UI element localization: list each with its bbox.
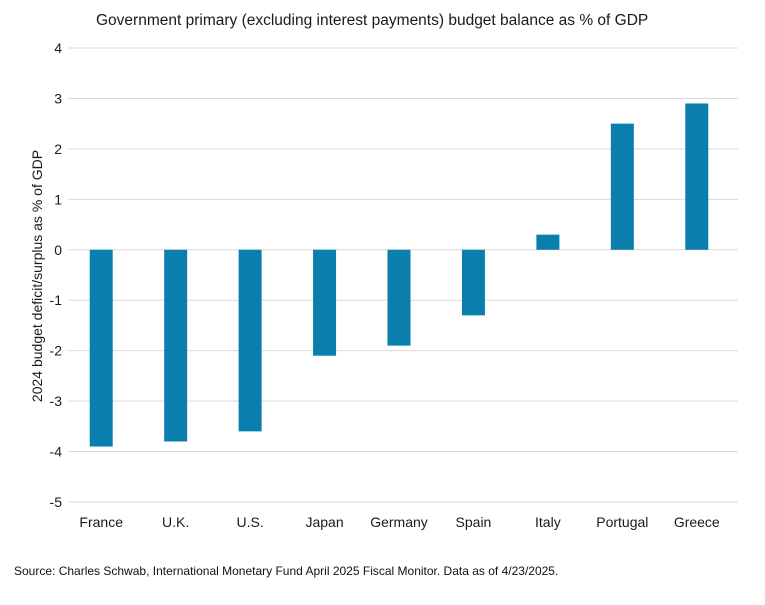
- y-tick-label: 3: [54, 90, 62, 106]
- y-tick-label: -4: [50, 444, 63, 460]
- chart-title: Government primary (excluding interest p…: [96, 12, 649, 29]
- x-tick-label: Japan: [305, 514, 343, 530]
- y-tick-label: -2: [50, 343, 63, 359]
- y-tick-label: -3: [50, 393, 63, 409]
- bar-greece: [685, 103, 709, 250]
- y-axis-label: 2024 budget deficit/surplus as % of GDP: [29, 150, 45, 402]
- y-tick-label: -5: [50, 494, 63, 510]
- x-tick-labels: France U.K. U.S. Japan Germany Spain Italy Port…: [79, 514, 720, 530]
- x-tick-label: Greece: [674, 514, 720, 530]
- x-tick-label: Spain: [456, 514, 492, 530]
- bar-italy: [536, 234, 560, 250]
- bar-spain: [461, 249, 485, 316]
- x-tick-label: Italy: [535, 514, 561, 530]
- bar-uk: [164, 249, 188, 442]
- y-tick-label: 2: [54, 141, 62, 157]
- x-tick-label: France: [79, 514, 123, 530]
- bars: [89, 103, 709, 447]
- x-tick-label: Portugal: [596, 514, 648, 530]
- bar-us: [238, 249, 262, 432]
- y-tick-label: 0: [54, 242, 62, 258]
- y-tick-labels: 4 3 2 1 0 -1 -2 -3 -4 -5: [50, 40, 63, 510]
- bar-france: [89, 249, 113, 447]
- bar-japan: [313, 249, 337, 356]
- x-tick-label: U.S.: [236, 514, 263, 530]
- bar-chart: 4 3 2 1 0 -1 -2 -3 -4 -5 France U.K. U.S. Japan Germa…: [29, 40, 738, 530]
- bar-portugal: [610, 123, 634, 250]
- x-tick-label: Germany: [370, 514, 428, 530]
- y-tick-label: 4: [54, 40, 62, 56]
- y-tick-label: 1: [54, 191, 62, 207]
- x-tick-label: U.K.: [162, 514, 189, 530]
- bar-germany: [387, 249, 411, 346]
- source-note: Source: Charles Schwab, International Mo…: [14, 564, 559, 578]
- y-tick-label: -1: [50, 292, 63, 308]
